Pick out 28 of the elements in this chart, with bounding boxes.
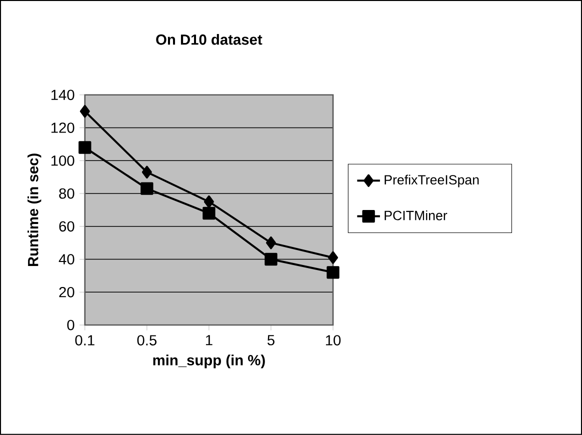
y-tick-label: 20 [59, 287, 74, 298]
legend-label: PCITMiner [384, 210, 448, 220]
x-tick-label: 0.1 [75, 335, 94, 346]
point [326, 266, 340, 279]
point [204, 195, 214, 208]
y-tick-label: 80 [59, 188, 74, 199]
point [78, 141, 92, 154]
x-tick-label: 10 [326, 335, 341, 346]
y-tick-label: 40 [58, 254, 74, 265]
point [140, 182, 154, 195]
point [142, 166, 152, 179]
y-axis-title: Runtime (in sec) [28, 154, 42, 266]
x-tick-label: 5 [267, 335, 274, 346]
chart-title: On D10 dataset [156, 34, 262, 45]
legend-label: PrefixTreeISpan [384, 174, 479, 188]
y-tick-label: 100 [51, 156, 74, 166]
y-tick-label: 120 [51, 122, 74, 133]
x-axis-title: min_supp (in %) [153, 354, 265, 368]
point [264, 252, 278, 266]
point [328, 251, 338, 264]
x-tick-label: 1 [206, 335, 212, 346]
point [80, 105, 90, 118]
y-tick-label: 60 [59, 221, 74, 232]
x-tick-label: 0.5 [137, 335, 156, 346]
y-tick-label: 140 [51, 90, 74, 100]
point [202, 206, 216, 220]
point [266, 236, 276, 250]
y-tick-label: 0 [67, 320, 74, 330]
